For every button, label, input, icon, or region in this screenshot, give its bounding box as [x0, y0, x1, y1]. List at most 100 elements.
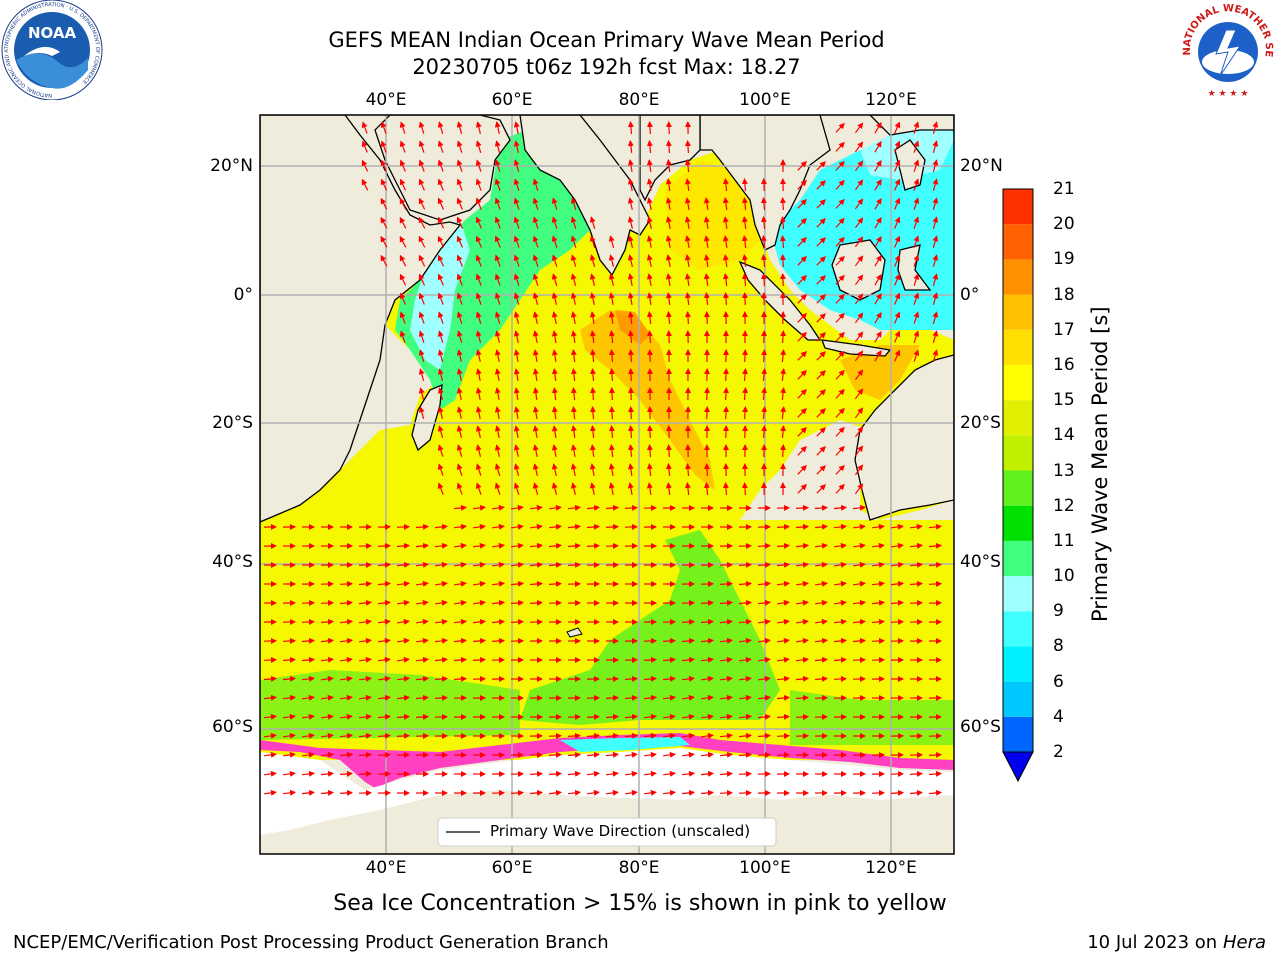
colorbar-segment: [1003, 646, 1033, 682]
wave-direction-arrow: [377, 580, 391, 587]
wave-direction-arrow: [399, 330, 406, 343]
wave-direction-arrow: [513, 178, 520, 191]
wave-direction-arrow: [894, 216, 901, 229]
footer-credit: NCEP/EMC/Verification Post Processing Pr…: [13, 932, 609, 953]
colorbar-segment: [1003, 716, 1033, 752]
wave-direction-arrow: [608, 235, 615, 248]
wave-direction-arrow: [742, 349, 749, 363]
wave-direction-arrow: [815, 618, 828, 625]
map-frame: [259, 114, 955, 855]
wave-direction-arrow: [586, 713, 600, 720]
wave-direction-arrow: [418, 140, 425, 153]
wave-direction-arrow: [627, 311, 634, 324]
wave-direction-arrow: [494, 406, 501, 420]
wave-direction-arrow: [416, 637, 429, 644]
wave-direction-arrow: [835, 350, 845, 361]
wave-direction-arrow: [513, 387, 520, 400]
wave-direction-arrow: [644, 751, 657, 758]
svg-text:★ ★ ★ ★: ★ ★ ★ ★: [1208, 89, 1249, 99]
wave-direction-arrow: [567, 542, 581, 549]
wave-direction-arrow: [475, 197, 482, 210]
wave-direction-arrow: [586, 542, 600, 549]
wave-direction-arrow: [816, 408, 826, 418]
wave-direction-arrow: [739, 656, 752, 663]
wave-direction-arrow: [795, 675, 809, 682]
wave-direction-arrow: [608, 387, 615, 401]
wave-direction-arrow: [532, 216, 539, 229]
wave-direction-arrow: [570, 216, 577, 229]
wave-direction-arrow: [760, 254, 767, 268]
wave-direction-arrow: [913, 140, 920, 153]
wave-direction-arrow: [871, 599, 885, 606]
wave-direction-arrow: [852, 637, 866, 644]
wave-direction-arrow: [589, 387, 596, 401]
wave-direction-arrow: [437, 159, 444, 172]
wave-direction-arrow: [742, 387, 749, 401]
wave-direction-arrow: [358, 580, 372, 587]
wave-direction-arrow: [700, 618, 714, 625]
wave-direction-arrow: [932, 140, 939, 153]
wave-direction-arrow: [589, 311, 596, 325]
colorbar-segment: [1003, 364, 1033, 401]
wave-direction-arrow: [456, 482, 463, 495]
wave-direction-arrow: [494, 178, 501, 191]
wave-direction-arrow: [627, 368, 634, 382]
wave-direction-arrow: [397, 637, 410, 644]
wave-direction-arrow: [854, 217, 864, 229]
wave-direction-arrow: [264, 732, 277, 739]
wave-direction-arrow: [551, 254, 558, 267]
wave-direction-arrow: [377, 694, 391, 701]
wave-direction-arrow: [437, 121, 444, 134]
wave-direction-arrow: [665, 273, 672, 287]
wave-direction-arrow: [797, 217, 807, 228]
colorbar-tick-label: 17: [1053, 319, 1075, 340]
wave-direction-arrow: [283, 732, 296, 739]
southern-green-2: [260, 670, 520, 740]
wave-direction-arrow: [513, 292, 520, 305]
colorbar-tick-label: 19: [1053, 249, 1075, 270]
wave-direction-arrow: [627, 216, 634, 229]
wave-direction-arrow: [418, 311, 425, 324]
wave-direction-arrow: [646, 349, 653, 363]
wave-direction-arrow: [456, 425, 463, 438]
wave-direction-arrow: [796, 599, 809, 606]
wave-direction-arrow: [776, 732, 790, 739]
wave-direction-arrow: [814, 694, 828, 701]
wave-direction-arrow: [854, 122, 864, 134]
wave-direction-arrow: [779, 273, 786, 287]
wave-direction-arrow: [378, 637, 391, 644]
wave-direction-arrow: [454, 561, 467, 568]
wave-direction-arrow: [437, 463, 444, 476]
wave-direction-arrow: [684, 197, 691, 211]
wave-direction-arrow: [570, 444, 577, 458]
wave-direction-arrow: [816, 351, 826, 361]
wave-direction-arrow: [758, 675, 771, 682]
wave-direction-arrow: [456, 254, 463, 267]
wave-direction-arrow: [491, 580, 505, 587]
wave-direction-arrow: [814, 504, 828, 511]
wave-direction-arrow: [475, 292, 482, 305]
wave-direction-arrow: [532, 235, 539, 248]
wave-direction-arrow: [777, 637, 790, 644]
wave-direction-arrow: [913, 254, 920, 267]
wave-direction-arrow: [302, 751, 315, 758]
wave-direction-arrow: [551, 387, 558, 401]
footer-machine: Hera: [1222, 932, 1266, 953]
wave-direction-arrow: [399, 197, 407, 210]
wave-direction-arrow: [835, 407, 845, 418]
wave-direction-arrow: [321, 694, 334, 701]
wave-direction-arrow: [684, 292, 691, 306]
wave-direction-arrow: [608, 330, 615, 344]
wave-direction-arrow: [704, 387, 711, 401]
wave-direction-arrow: [700, 637, 714, 644]
wave-direction-arrow: [722, 216, 729, 229]
wave-direction-arrow: [320, 618, 334, 625]
wave-direction-arrow: [551, 444, 558, 458]
wave-direction-arrow: [510, 580, 524, 587]
wave-direction-arrow: [646, 311, 653, 325]
wave-direction-arrow: [627, 406, 634, 420]
wave-direction-arrow: [472, 504, 486, 511]
wave-direction-arrow: [913, 235, 920, 248]
wave-direction-arrow: [358, 770, 372, 777]
wave-direction-arrow: [894, 311, 901, 324]
